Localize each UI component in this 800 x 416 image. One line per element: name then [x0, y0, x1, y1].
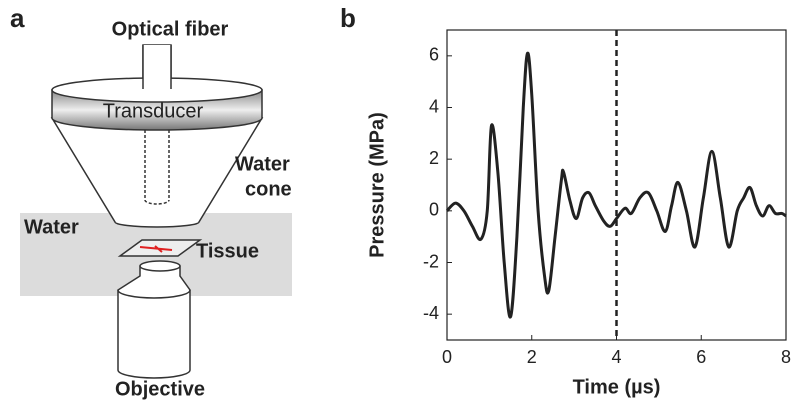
fiber-inside — [144, 120, 170, 205]
water-cone — [50, 117, 264, 228]
x-tick-label: 8 — [781, 347, 791, 367]
x-tick-label: 4 — [611, 347, 621, 367]
water-label: Water — [24, 216, 79, 238]
y-tick-label: 2 — [429, 148, 439, 168]
y-tick-label: 4 — [429, 96, 439, 116]
fiber-label: Optical fiber — [112, 18, 229, 40]
fiber-edge — [142, 45, 172, 89]
objective — [117, 266, 191, 379]
cone-label: cone — [245, 178, 292, 200]
objective-ring — [117, 289, 191, 299]
diagram: a Optical fiber Transducer Water cone Wa… — [10, 3, 292, 400]
objective-label: Objective — [115, 378, 205, 400]
y-tick-label: 0 — [429, 200, 439, 220]
cone-label: Water — [235, 153, 290, 175]
tissue-vessel — [139, 245, 173, 253]
x-tick-label: 0 — [442, 347, 452, 367]
fiber-top — [143, 45, 171, 89]
y-axis-label: Pressure (MPa) — [366, 112, 388, 258]
y-tick-label: -2 — [423, 251, 439, 271]
tissue-label: Tissue — [196, 240, 259, 262]
y-tick-label: 6 — [429, 45, 439, 65]
x-tick-label: 6 — [696, 347, 706, 367]
y-tick-label: -4 — [423, 303, 439, 323]
x-tick-label: 2 — [527, 347, 537, 367]
transducer-label: Transducer — [103, 100, 204, 122]
panel-label: b — [340, 3, 356, 33]
x-axis-label: Time (µs) — [573, 376, 661, 398]
objective-top — [139, 260, 181, 272]
panel-label: a — [10, 3, 25, 33]
waveform — [445, 51, 787, 319]
